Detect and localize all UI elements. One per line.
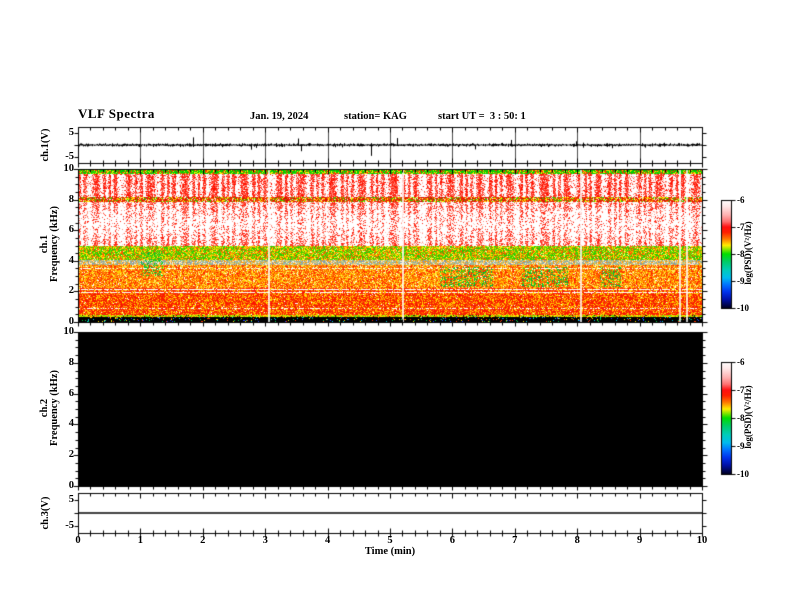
y-axis-label-ch1-spec: ch.1 Frequency (kHz) [39,169,60,319]
x-tick-label-0: 0 [75,535,81,546]
header-date: Jan. 19, 2024 [250,111,309,122]
x-tick-label-10: 10 [696,535,708,546]
x-tick-label-7: 7 [512,535,518,546]
x-tick-label-6: 6 [449,535,456,546]
x-tick-label-5: 5 [387,535,393,546]
x-axis-label: Time (min) [364,546,416,557]
y-axis-label-ch2-spec-line2: Frequency (kHz) [49,370,60,446]
ch2-spec-y-tick-label-6: 6 [68,387,74,399]
colorbar-1-tick-label--8: -8 [737,249,745,259]
page-title: VLF Spectra [78,106,155,121]
ch3-volt-y-tick-label-5: 5 [68,494,74,506]
colorbar-2-tick-label--7: -7 [737,385,745,395]
x-tick-label-8: 8 [574,535,580,546]
header-start-ut: start UT = 3 : 50: 1 [438,111,526,122]
colorbar-2-tick-label--8: -8 [737,413,745,423]
x-tick-label-9: 9 [636,535,643,546]
ch2-spec-y-tick-label-4: 4 [68,418,74,430]
ch3-volt-y-tick-label--5: -5 [65,519,74,531]
colorbar-1-tick-label--9: -9 [737,276,745,286]
y-axis-label-ch3-volt: ch.3(V) [40,496,51,530]
colorbar-2-tick-label--6: -6 [737,357,745,367]
x-tick-label-4: 4 [324,535,331,546]
ch1-volt-y-tick-label--5: -5 [65,150,74,162]
ch2-spec-y-tick-label-8: 8 [68,356,74,368]
ch1-spec-y-tick-label-6: 6 [68,224,74,236]
ch1-spec-y-tick-label-8: 8 [68,193,74,205]
ch1-volt-y-tick-label-5: 5 [68,127,74,139]
ch1-spec-y-tick-label-10: 10 [63,163,75,174]
ch2-spec-y-tick-label-10: 10 [63,326,75,337]
ch2-spec-y-tick-label-2: 2 [68,449,74,461]
ch1-spec-y-tick-label-2: 2 [68,285,74,297]
colorbar-1-tick-label--7: -7 [737,222,745,232]
ch2-spec-y-tick-label-0: 0 [68,480,74,491]
header-station: station= KAG [344,111,407,122]
ch1-spec-y-tick-label-0: 0 [68,316,74,327]
x-tick-label-2: 2 [200,535,206,546]
colorbar-2-tick-label--9: -9 [737,441,745,451]
ch1-spec-y-tick-label-4: 4 [68,254,74,266]
colorbar-1-tick-label--6: -6 [737,195,745,205]
x-tick-label-1: 1 [137,535,144,546]
colorbar-1-tick-label--10: -10 [737,303,749,313]
x-tick-label-3: 3 [262,535,268,546]
y-axis-label-ch1-spec-line2: Frequency (kHz) [49,206,60,282]
colorbar-2-tick-label--10: -10 [737,469,749,479]
